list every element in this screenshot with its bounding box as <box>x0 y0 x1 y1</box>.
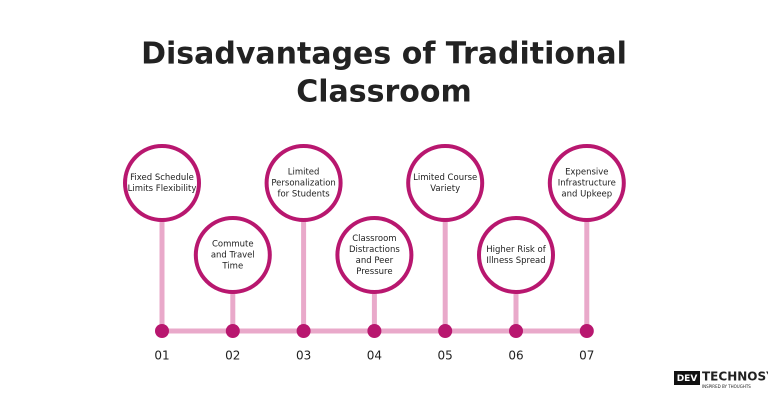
item-label: Variety <box>430 184 460 194</box>
item-circle <box>264 144 343 222</box>
timeline-dot <box>438 324 453 338</box>
item-label: Limited <box>288 168 320 178</box>
title-line: Classroom <box>296 75 472 110</box>
timeline-dot <box>509 324 523 338</box>
item-label: Expensive <box>565 168 608 178</box>
logo-name: TECHNOSYS <box>702 370 768 384</box>
item-number: 06 <box>508 349 523 363</box>
timeline-dot <box>155 324 169 338</box>
item-label: Commute <box>212 240 254 250</box>
item-label: and Peer <box>356 256 394 266</box>
item-label: Personalization <box>271 179 335 189</box>
item-label: Higher Risk of <box>486 245 546 255</box>
item-label: Limited Course <box>413 173 477 183</box>
item-number: 02 <box>225 349 240 363</box>
item-label: Fixed Schedule <box>130 173 194 183</box>
logo-tagline: INSPIRED BY THOUGHTS <box>702 384 751 389</box>
title-line: Disadvantages of Traditional <box>141 37 627 72</box>
item-label: for Students <box>277 190 330 200</box>
item-circle <box>335 216 414 294</box>
item-number: 03 <box>296 349 311 363</box>
timeline-dot <box>367 324 382 338</box>
item-circle <box>123 144 201 222</box>
timeline-dot <box>296 324 311 338</box>
logo-mark: DEV <box>677 374 698 384</box>
item-number: 01 <box>154 349 169 363</box>
item-label: Distractions <box>349 245 400 255</box>
item-label: Infrastructure <box>558 179 616 189</box>
item-label: Time <box>221 262 243 272</box>
timeline-dot <box>225 324 240 338</box>
item-circle <box>477 216 555 294</box>
timeline-dot <box>579 324 594 338</box>
item-label: and Travel <box>211 251 255 261</box>
logo: DEV TECHNOSYS INSPIRED BY THOUGHTS <box>674 370 768 389</box>
item-number: 07 <box>579 349 594 363</box>
item-label: Illness Spread <box>486 256 545 266</box>
item-number: 05 <box>438 349 453 363</box>
item-label: Limits Flexibility <box>128 184 197 194</box>
item-label: Classroom <box>352 234 396 244</box>
item-number: 04 <box>367 349 382 363</box>
item-circle <box>193 216 272 294</box>
logo-box <box>674 371 700 385</box>
item-circle <box>547 144 626 222</box>
item-circle <box>406 144 485 222</box>
item-label: Pressure <box>356 267 392 277</box>
item-label: and Upkeep <box>561 190 612 200</box>
